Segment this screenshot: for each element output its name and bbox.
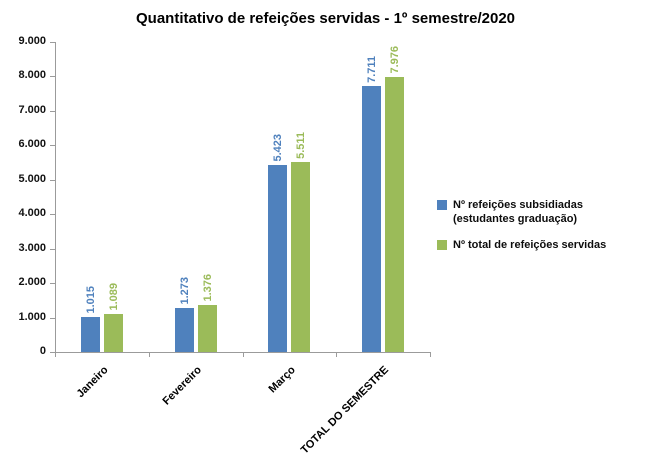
y-axis-tick xyxy=(50,180,55,181)
x-axis-tick xyxy=(243,352,244,357)
bar-value-text: 5.511 xyxy=(294,132,307,159)
legend-label: Nº refeições subsidiadas (estudantes gra… xyxy=(453,199,583,226)
y-tick-label: 7.000 xyxy=(18,104,46,116)
y-axis-tick xyxy=(50,283,55,284)
bar-series-1 xyxy=(198,305,217,352)
legend-item-1: Nº total de refeições servidas xyxy=(437,238,647,252)
bar-series-1 xyxy=(385,77,404,352)
x-axis-tick xyxy=(55,352,56,357)
x-axis-tick xyxy=(430,352,431,357)
y-tick-label: 1.000 xyxy=(18,311,46,323)
y-axis-tick xyxy=(50,318,55,319)
legend-item-0: Nº refeições subsidiadas (estudantes gra… xyxy=(437,198,647,227)
y-tick-label: 9.000 xyxy=(18,35,46,47)
y-tick-label: 0 xyxy=(39,345,46,357)
y-tick-label: 4.000 xyxy=(18,207,46,219)
bar-series-0 xyxy=(362,86,381,352)
chart-title: Quantitativo de refeições servidas - 1º … xyxy=(136,10,515,27)
y-axis-tick xyxy=(50,145,55,146)
x-category-label: TOTAL DO SEMESTRE xyxy=(299,364,392,457)
x-axis-tick xyxy=(336,352,337,357)
y-tick-label: 5.000 xyxy=(18,173,46,185)
x-axis-tick xyxy=(149,352,150,357)
y-axis-line xyxy=(55,42,56,353)
x-category-label: Fevereiro xyxy=(160,364,205,408)
bar-series-0 xyxy=(81,317,100,352)
legend-swatch xyxy=(437,239,447,250)
y-tick-label: 8.000 xyxy=(18,69,46,81)
x-category-label: Janeiro xyxy=(74,364,111,401)
y-tick-label: 2.000 xyxy=(18,276,46,288)
y-axis-tick xyxy=(50,249,55,250)
y-axis-tick xyxy=(50,111,55,112)
bar-value-label: 5.511 xyxy=(281,132,320,159)
y-axis-tick xyxy=(50,214,55,215)
y-tick-label: 6.000 xyxy=(18,138,46,150)
x-category-label: Março xyxy=(266,364,298,396)
bar-series-1 xyxy=(291,162,310,352)
bar-value-text: 1.089 xyxy=(107,283,120,311)
y-axis-tick xyxy=(50,352,55,353)
bar-series-0 xyxy=(268,165,287,352)
bar-series-1 xyxy=(104,314,123,352)
bar-value-text: 1.376 xyxy=(201,274,214,302)
y-axis-tick xyxy=(50,76,55,77)
bar-value-text: 7.976 xyxy=(388,46,401,74)
bar-value-label: 1.376 xyxy=(188,274,227,302)
bar-value-label: 1.089 xyxy=(94,283,133,311)
legend-swatch xyxy=(437,200,447,210)
legend: Nº refeições subsidiadas (estudantes gra… xyxy=(437,198,647,252)
bar-value-label: 7.976 xyxy=(375,46,414,74)
legend-label: Nº total de refeições servidas xyxy=(453,238,607,251)
y-axis-tick xyxy=(50,42,55,43)
bar-series-0 xyxy=(175,308,194,352)
y-tick-label: 3.000 xyxy=(18,242,46,254)
x-axis-line xyxy=(55,352,430,353)
